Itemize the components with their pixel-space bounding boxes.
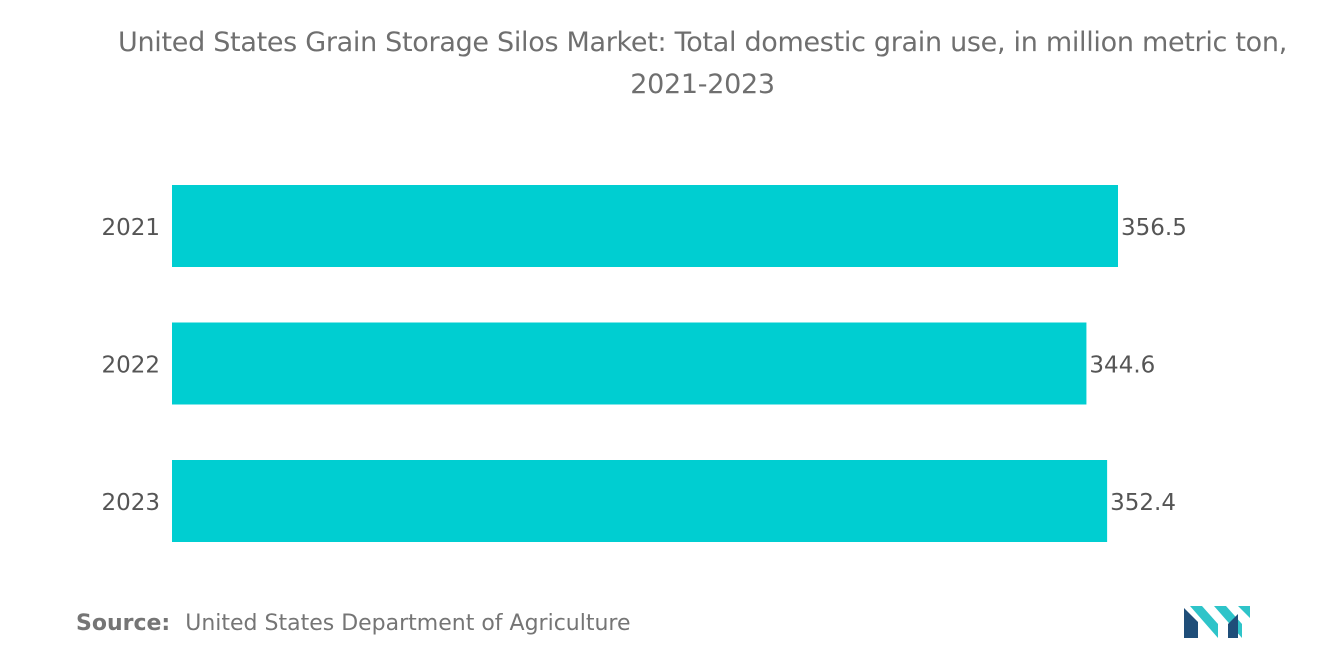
source-label: Source: [76,611,171,636]
mordor-logo-icon [1184,606,1250,638]
y-tick-label-2022: 2022 [101,353,160,379]
data-label-2023: 352.4 [1110,490,1176,516]
bar-2023 [172,460,1108,542]
bar-2022 [172,322,1087,405]
y-tick-label-2023: 2023 [101,490,160,516]
bar-chart: 2021 356.5 2022 344.6 2023 352.4 [101,185,1187,542]
y-tick-label-2021: 2021 [101,215,160,241]
chart-title: United States Grain Storage Silos Market… [118,27,1287,100]
data-label-2022: 344.6 [1089,353,1155,379]
bar-2021 [172,185,1118,267]
source-text: United States Department of Agriculture [185,611,631,636]
source-note: Source: United States Department of Agri… [76,611,631,636]
data-label-2021: 356.5 [1121,215,1187,241]
